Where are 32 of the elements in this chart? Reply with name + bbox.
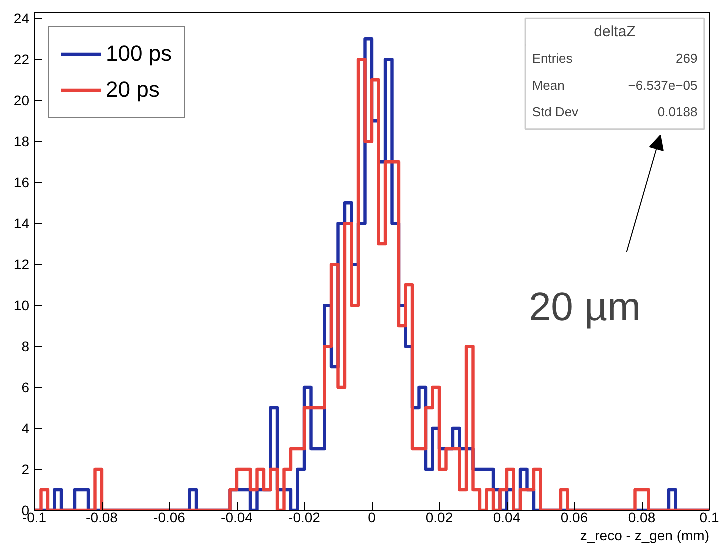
- annotation: Entries: [532, 51, 574, 66]
- y-tick-label: 10: [14, 298, 30, 314]
- x-tick-label: 0.08: [628, 510, 656, 526]
- y-tick-label: 6: [22, 380, 30, 396]
- x-tick-label: -0.06: [154, 510, 186, 526]
- y-tick-label: 20: [14, 92, 30, 109]
- annotation: −6.537e−05: [628, 78, 698, 93]
- annotation: 0.0188: [658, 104, 698, 120]
- y-tick-label: 18: [14, 134, 30, 150]
- y-tick-label: 8: [22, 338, 30, 355]
- y-tick-label: 24: [14, 10, 30, 27]
- annotation: 20 µm: [528, 286, 641, 330]
- legend-label: 20 ps: [106, 76, 160, 104]
- annotation: Mean: [532, 78, 565, 93]
- annotation: Std Dev: [532, 104, 580, 120]
- x-tick-label: 0.06: [560, 510, 588, 526]
- annotation: deltaZ: [594, 23, 636, 40]
- y-tick-label: 2: [22, 462, 30, 478]
- y-tick-label: 4: [22, 420, 30, 437]
- legend-label: 100 ps: [106, 40, 172, 68]
- y-tick-label: 16: [14, 174, 30, 191]
- x-tick-label: -0.02: [288, 510, 321, 526]
- x-tick-label: 0.1: [700, 510, 720, 526]
- x-tick-label: 0.02: [426, 510, 454, 526]
- y-tick-label: 22: [14, 52, 30, 68]
- x-tick-label: 0.04: [493, 510, 521, 526]
- y-tick-label: 14: [14, 216, 30, 232]
- x-tick-label: -0.04: [221, 510, 254, 526]
- annotation: 269: [676, 51, 698, 66]
- x-tick-label: 0: [368, 510, 376, 526]
- y-tick-label: 12: [14, 256, 30, 273]
- x-tick-label: -0.08: [86, 510, 118, 526]
